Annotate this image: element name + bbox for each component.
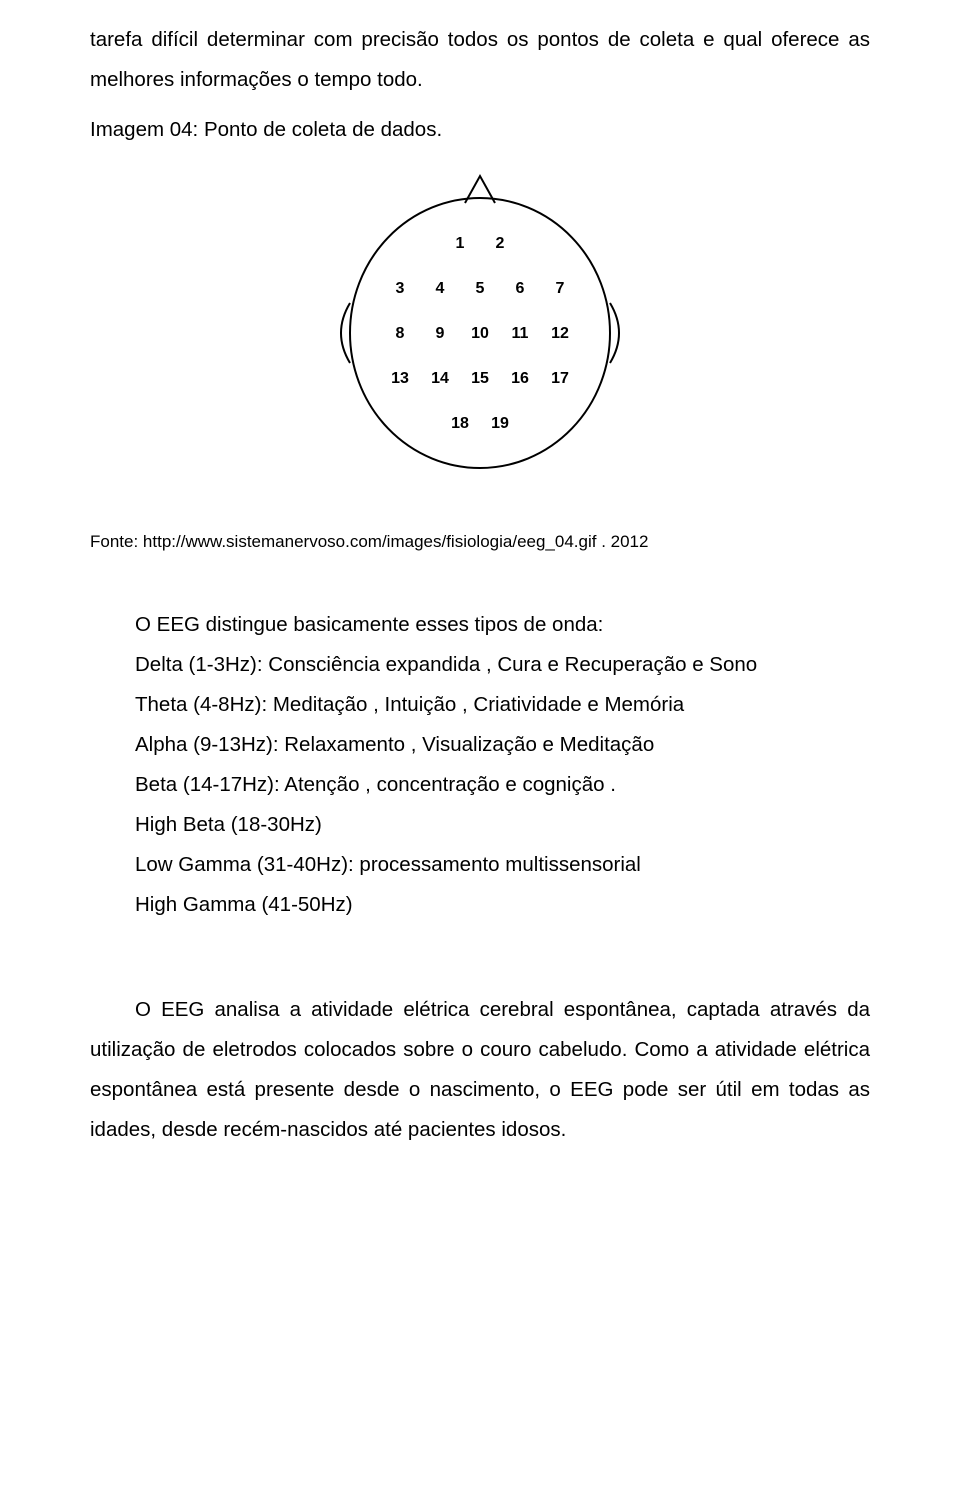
figure-caption: Imagem 04: Ponto de coleta de dados. (90, 110, 870, 150)
electrode-4: 4 (436, 280, 445, 297)
electrode-13: 13 (391, 370, 409, 387)
electrode-1: 1 (456, 235, 465, 252)
right-ear-icon (610, 303, 619, 363)
electrode-6: 6 (516, 280, 525, 297)
wave-high-beta: High Beta (18-30Hz) (90, 805, 870, 845)
figure-source: Fonte: http://www.sistemanervoso.com/ima… (90, 528, 870, 555)
electrode-16: 16 (511, 370, 529, 387)
wave-low-gamma: Low Gamma (31-40Hz): processamento multi… (90, 845, 870, 885)
electrode-18: 18 (451, 415, 469, 432)
electrode-7: 7 (556, 280, 565, 297)
electrode-3: 3 (396, 280, 405, 297)
wave-high-gamma: High Gamma (41-50Hz) (90, 885, 870, 925)
electrode-17: 17 (551, 370, 569, 387)
electrode-14: 14 (431, 370, 449, 387)
left-ear-icon (341, 303, 350, 363)
closing-paragraph: O EEG analisa a atividade elétrica cereb… (90, 990, 870, 1150)
wave-beta: Beta (14-17Hz): Atenção , concentração e… (90, 765, 870, 805)
wave-types-block: O EEG distingue basicamente esses tipos … (90, 605, 870, 925)
intro-paragraph: tarefa difícil determinar com precisão t… (90, 20, 870, 100)
electrode-11: 11 (512, 325, 529, 342)
wave-alpha: Alpha (9-13Hz): Relaxamento , Visualizaç… (90, 725, 870, 765)
eeg-head-diagram: 1 2 3 4 5 6 7 8 9 10 11 12 13 14 15 16 1… (90, 168, 870, 478)
electrode-15: 15 (471, 370, 489, 387)
electrode-5: 5 (476, 280, 485, 297)
electrode-9: 9 (436, 325, 445, 342)
electrode-12: 12 (551, 325, 569, 342)
electrode-2: 2 (496, 235, 505, 252)
eeg-head-svg: 1 2 3 4 5 6 7 8 9 10 11 12 13 14 15 16 1… (320, 168, 640, 478)
electrode-8: 8 (396, 325, 405, 342)
electrode-19: 19 (491, 415, 509, 432)
wave-lead: O EEG distingue basicamente esses tipos … (90, 605, 870, 645)
electrode-10: 10 (471, 325, 489, 342)
wave-delta: Delta (1-3Hz): Consciência expandida , C… (90, 645, 870, 685)
wave-theta: Theta (4-8Hz): Meditação , Intuição , Cr… (90, 685, 870, 725)
